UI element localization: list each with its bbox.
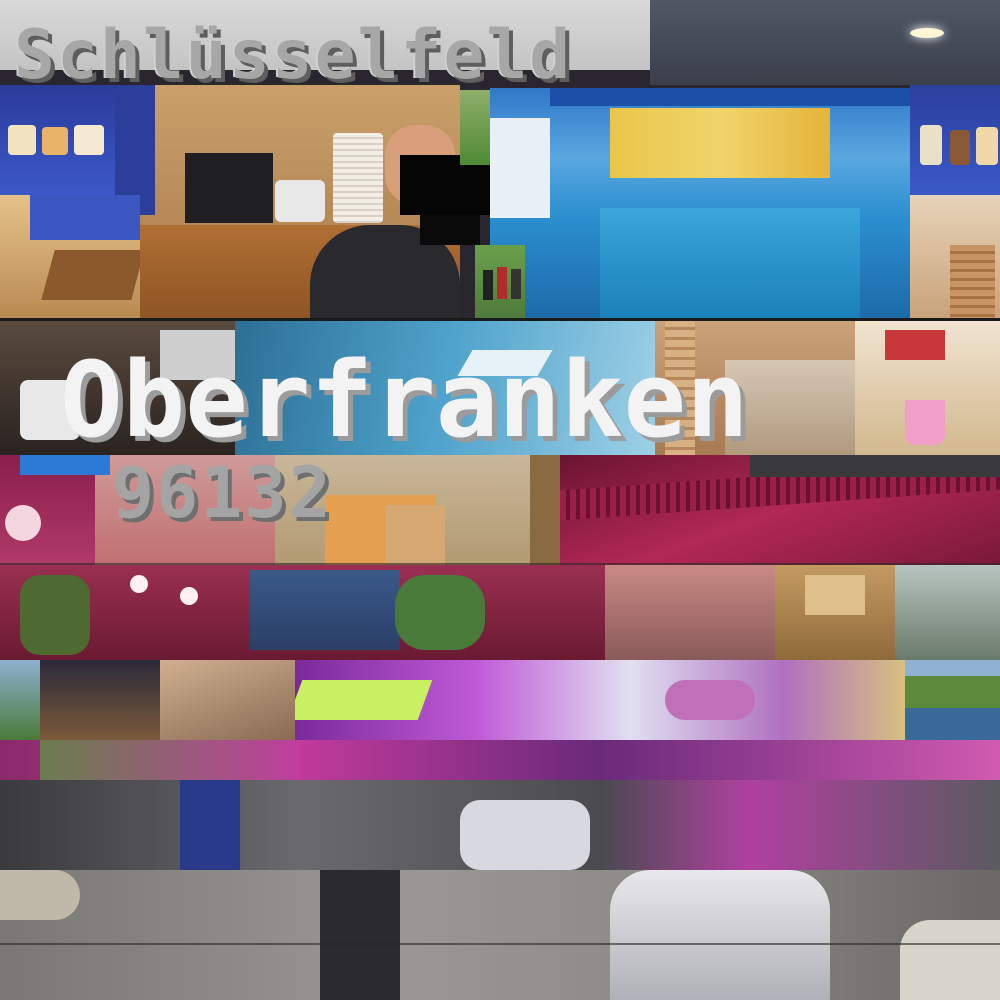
landscape-field	[275, 455, 530, 565]
group-photo	[475, 245, 525, 320]
sky-strip	[0, 0, 650, 70]
ice-cream-menu-right	[910, 85, 1000, 195]
cone-stack	[655, 320, 855, 455]
magenta-band	[0, 740, 1000, 780]
counter-shelf	[855, 320, 1000, 455]
stone-surface	[160, 660, 295, 740]
person-hands	[605, 565, 775, 660]
town-aerial	[0, 660, 40, 740]
kiosk-counter	[0, 320, 235, 455]
floor-feet	[0, 870, 1000, 1000]
overlay-text-postcode: 96132	[112, 452, 333, 534]
old-building	[775, 565, 895, 660]
floor-dark	[0, 780, 1000, 870]
scanline-2	[0, 318, 1000, 321]
scanline-3	[0, 563, 1000, 565]
black-block-2	[420, 215, 480, 245]
purple-pool	[295, 660, 905, 740]
window-view	[895, 565, 1000, 660]
person-photo	[95, 455, 275, 565]
overlay-text-town: Schlüsselfeld	[14, 16, 573, 95]
overlay-text-region: Oberfranken	[60, 339, 749, 461]
grass-field	[460, 90, 495, 165]
scanline	[0, 943, 1000, 945]
wall-cones-right	[910, 195, 1000, 320]
sand-strip	[530, 455, 560, 565]
leisure-hall	[0, 565, 605, 660]
ice-cream-menu-left	[0, 85, 115, 195]
kiosk-left-lower	[0, 195, 140, 320]
musician	[40, 660, 160, 740]
blue-stripe	[20, 455, 110, 475]
pool-glass	[235, 320, 655, 455]
building-strip	[750, 455, 1000, 477]
indoor-pool	[490, 88, 910, 320]
river-aerial	[905, 660, 1000, 740]
black-block	[400, 155, 490, 215]
ceiling-light-panel	[650, 0, 1000, 85]
